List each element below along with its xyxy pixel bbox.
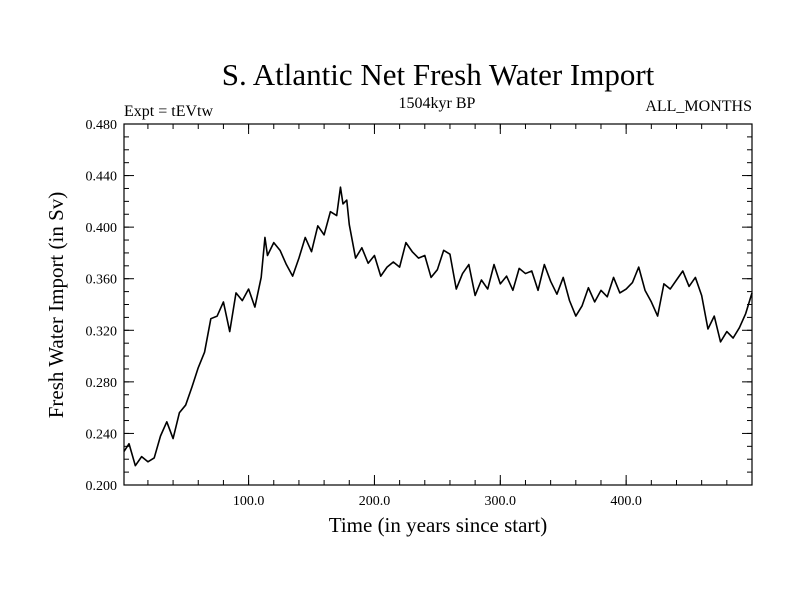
y-tick-label: 0.280: [86, 376, 118, 391]
chart-title: S. Atlantic Net Fresh Water Import: [222, 57, 655, 92]
x-tick-label: 300.0: [485, 494, 517, 509]
y-tick-label: 0.320: [86, 324, 118, 339]
time-period-label: 1504kyr BP: [399, 95, 476, 112]
plot-frame: [123, 123, 753, 486]
y-axis-title: Fresh Water Import (in Sv): [44, 192, 68, 419]
x-tick-label: 200.0: [359, 494, 391, 509]
y-tick-label: 0.200: [86, 479, 118, 494]
series-layer: [123, 186, 753, 467]
y-tick-label: 0.400: [86, 221, 118, 236]
y-tick-label: 0.360: [86, 273, 118, 288]
x-axis-ticks: 100.0 200.0 300.0 400.0: [147, 124, 728, 509]
y-tick-label: 0.440: [86, 170, 118, 185]
x-tick-label: 400.0: [610, 494, 642, 509]
x-axis-title: Time (in years since start): [329, 513, 548, 537]
y-tick-label: 0.240: [86, 427, 118, 442]
months-label: ALL_MONTHS: [645, 98, 752, 115]
y-axis-ticks: 0.200 0.240 0.280 0.320 0.360 0.400 0.440 0.480: [86, 118, 752, 494]
y-tick-label: 0.480: [86, 118, 118, 133]
x-tick-label: 100.0: [233, 494, 265, 509]
experiment-label: Expt = tEVtw: [124, 103, 213, 120]
series-line: [123, 186, 753, 467]
